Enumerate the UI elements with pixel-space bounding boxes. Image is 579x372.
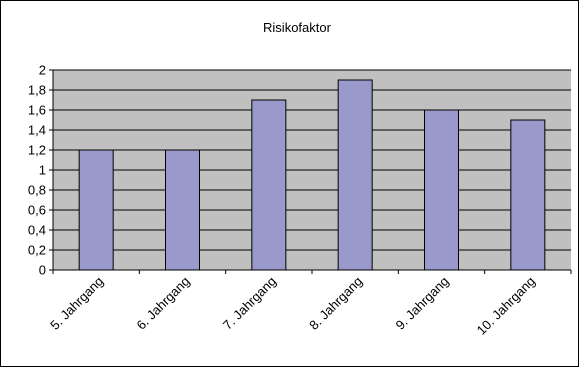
chart-title: Risikofaktor xyxy=(263,20,332,35)
y-tick-label: 1,6 xyxy=(28,103,46,118)
y-tick-label: 1 xyxy=(39,163,46,178)
bar xyxy=(165,149,200,271)
bar xyxy=(78,149,114,271)
y-tick-label: 1,8 xyxy=(28,83,46,98)
bars xyxy=(78,79,546,271)
y-tick-label: 0,6 xyxy=(28,203,46,218)
y-tick-label: 0,8 xyxy=(28,183,46,198)
y-tick-label: 1,4 xyxy=(28,123,46,138)
bar xyxy=(251,99,287,271)
y-tick-label: 1,2 xyxy=(28,143,46,158)
bar xyxy=(510,119,546,271)
y-axis-ticks: 0 0,2 0,4 0,6 0,8 1 1,2 1,4 1,6 1,8 2 xyxy=(28,63,53,278)
bar xyxy=(337,79,373,271)
y-tick-label: 2 xyxy=(39,63,46,78)
y-tick-label: 0,4 xyxy=(28,223,46,238)
y-tick-label: 0,2 xyxy=(28,243,46,258)
bar xyxy=(424,109,459,271)
gridlines xyxy=(53,69,571,271)
y-tick-label: 0 xyxy=(39,263,46,278)
